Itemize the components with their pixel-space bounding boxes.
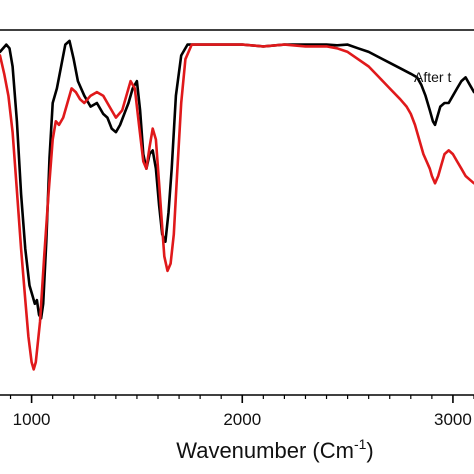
series-layer bbox=[0, 39, 474, 371]
x-tick-label-2000: 2000 bbox=[223, 410, 261, 429]
x-tick-label-1000: 1000 bbox=[13, 410, 51, 429]
spectrum-line-2 bbox=[0, 43, 474, 371]
x-axis-title-close: ) bbox=[366, 438, 373, 463]
x-tick-label-3000: 3000 bbox=[434, 410, 472, 429]
x-axis-title-sup: -1 bbox=[354, 436, 367, 452]
x-axis-title-base: Wavenumber (Cm bbox=[176, 438, 354, 463]
series-legend-label: After t bbox=[414, 69, 451, 85]
spectrum-line-1 bbox=[0, 39, 474, 320]
plot-frame bbox=[0, 29, 474, 396]
x-axis-ticks: 1000 2000 3000 bbox=[9, 395, 474, 429]
x-axis-title: Wavenumber (Cm-1) bbox=[176, 436, 373, 463]
